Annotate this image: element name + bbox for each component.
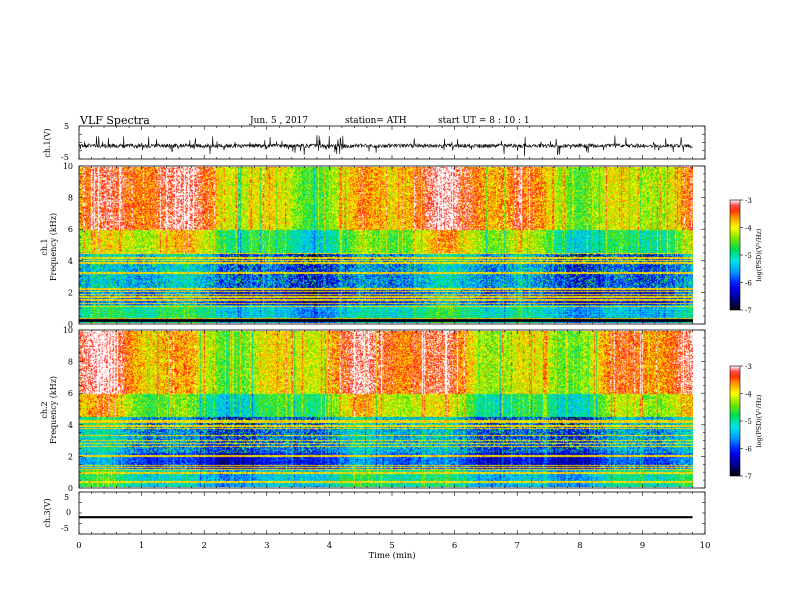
figure-title: VLF Spectra <box>79 114 150 127</box>
freq-tick-label: 8 <box>68 358 73 367</box>
ch1-colorbar <box>729 199 741 311</box>
ch1-trace <box>78 135 693 157</box>
x-tick-label: 5 <box>389 541 394 551</box>
ch1-ytick-top: 5 <box>64 122 69 131</box>
colorbar-tick-label: -6 <box>745 280 752 288</box>
x-tick-label: 1 <box>139 541 144 551</box>
colorbar-tick-label: -6 <box>745 446 752 454</box>
freq-tick-label: 4 <box>68 421 73 430</box>
ch3-ytick-mid: 0 <box>66 508 71 517</box>
colorbar-tick-label: -5 <box>745 252 752 260</box>
ch2-channel-label: ch.2 <box>40 401 49 418</box>
ch1-channel-label: ch.1 <box>40 238 49 255</box>
ch1-ylabel: ch.1(V) <box>43 128 52 157</box>
station-label: station= ATH <box>345 116 407 126</box>
ch1-colorbar-label: log(PSD)(V²/Hz) <box>755 228 763 281</box>
x-tick-label: 7 <box>514 541 519 551</box>
colorbar-tick-label: -4 <box>745 225 752 233</box>
ch3-ytick-bottom: -5 <box>61 524 69 533</box>
colorbar-tick-label: -7 <box>745 307 752 315</box>
freq-tick-label: 0 <box>68 320 73 329</box>
ch3-timeseries-frame <box>78 491 706 535</box>
ch3-ylabel: ch.3(V) <box>43 498 52 527</box>
ch2-spectrogram-image <box>79 331 693 487</box>
colorbar-tick-label: -3 <box>745 197 752 205</box>
time-axis-label: Time (min) <box>368 550 415 561</box>
x-tick-label: 10 <box>700 541 711 551</box>
start-time-label: start UT = 8 : 10 : 1 <box>438 116 530 126</box>
freq-tick-label: 0 <box>68 484 73 493</box>
x-tick-label: 8 <box>577 541 582 551</box>
x-tick-label: 3 <box>264 541 269 551</box>
freq-tick-label: 8 <box>68 194 73 203</box>
freq-tick-label: 6 <box>68 389 73 398</box>
ch2-colorbar-label: log(PSD)(V²/Hz) <box>755 394 763 447</box>
date-label: Jun. 5 , 2017 <box>249 116 308 126</box>
ch3-ytick-top: 5 <box>64 493 69 502</box>
ch3-timeseries-panel: 5 0 -5 ch.3(V) <box>43 491 706 535</box>
colorbar-tick-label: -7 <box>745 473 752 481</box>
ch1-freq-ylabel: Frequency (kHz) <box>49 213 58 281</box>
freq-tick-label: 10 <box>63 162 73 171</box>
x-tick-label: 6 <box>452 541 457 551</box>
ch1-timeseries-frame <box>78 125 706 160</box>
ch2-colorbar <box>729 365 741 477</box>
ch1-ytick-bottom: -5 <box>61 153 69 162</box>
freq-tick-label: 10 <box>63 326 73 335</box>
x-tick-label: 4 <box>327 541 332 551</box>
ch1-timeseries-panel: 5 -5 ch.1(V) <box>43 122 706 162</box>
colorbar-tick-label: -3 <box>745 363 752 371</box>
x-tick-label: 2 <box>201 541 206 551</box>
freq-tick-label: 2 <box>68 288 73 297</box>
x-tick-label: 9 <box>640 541 645 551</box>
ch2-freq-ylabel: Frequency (kHz) <box>49 376 58 444</box>
ch1-spectrogram-image <box>79 167 693 323</box>
x-tick-label: 0 <box>76 541 81 551</box>
freq-tick-label: 6 <box>68 225 73 234</box>
freq-tick-label: 4 <box>68 257 73 266</box>
freq-tick-label: 2 <box>68 452 73 461</box>
time-axis: 0 1 2 3 4 5 6 7 8 9 10 <box>76 125 711 551</box>
colorbar-tick-label: -4 <box>745 391 752 399</box>
colorbar-tick-label: -5 <box>745 418 752 426</box>
